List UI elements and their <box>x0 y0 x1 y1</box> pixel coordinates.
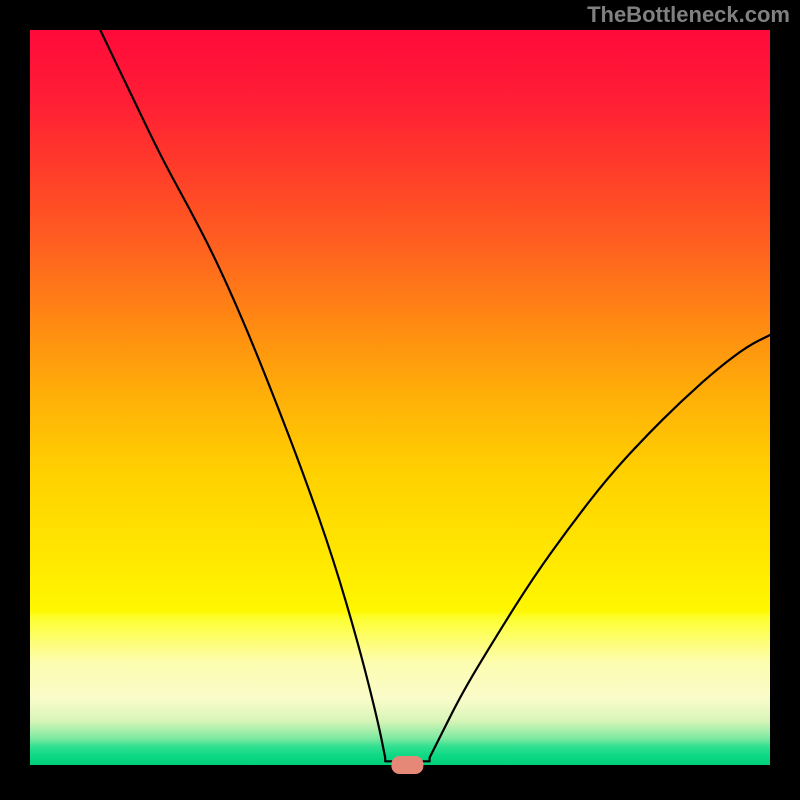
optimal-marker <box>391 756 423 774</box>
watermark-text: TheBottleneck.com <box>587 2 790 28</box>
chart-container: TheBottleneck.com <box>0 0 800 800</box>
plot-background <box>30 30 770 765</box>
bottleneck-chart <box>0 0 800 800</box>
